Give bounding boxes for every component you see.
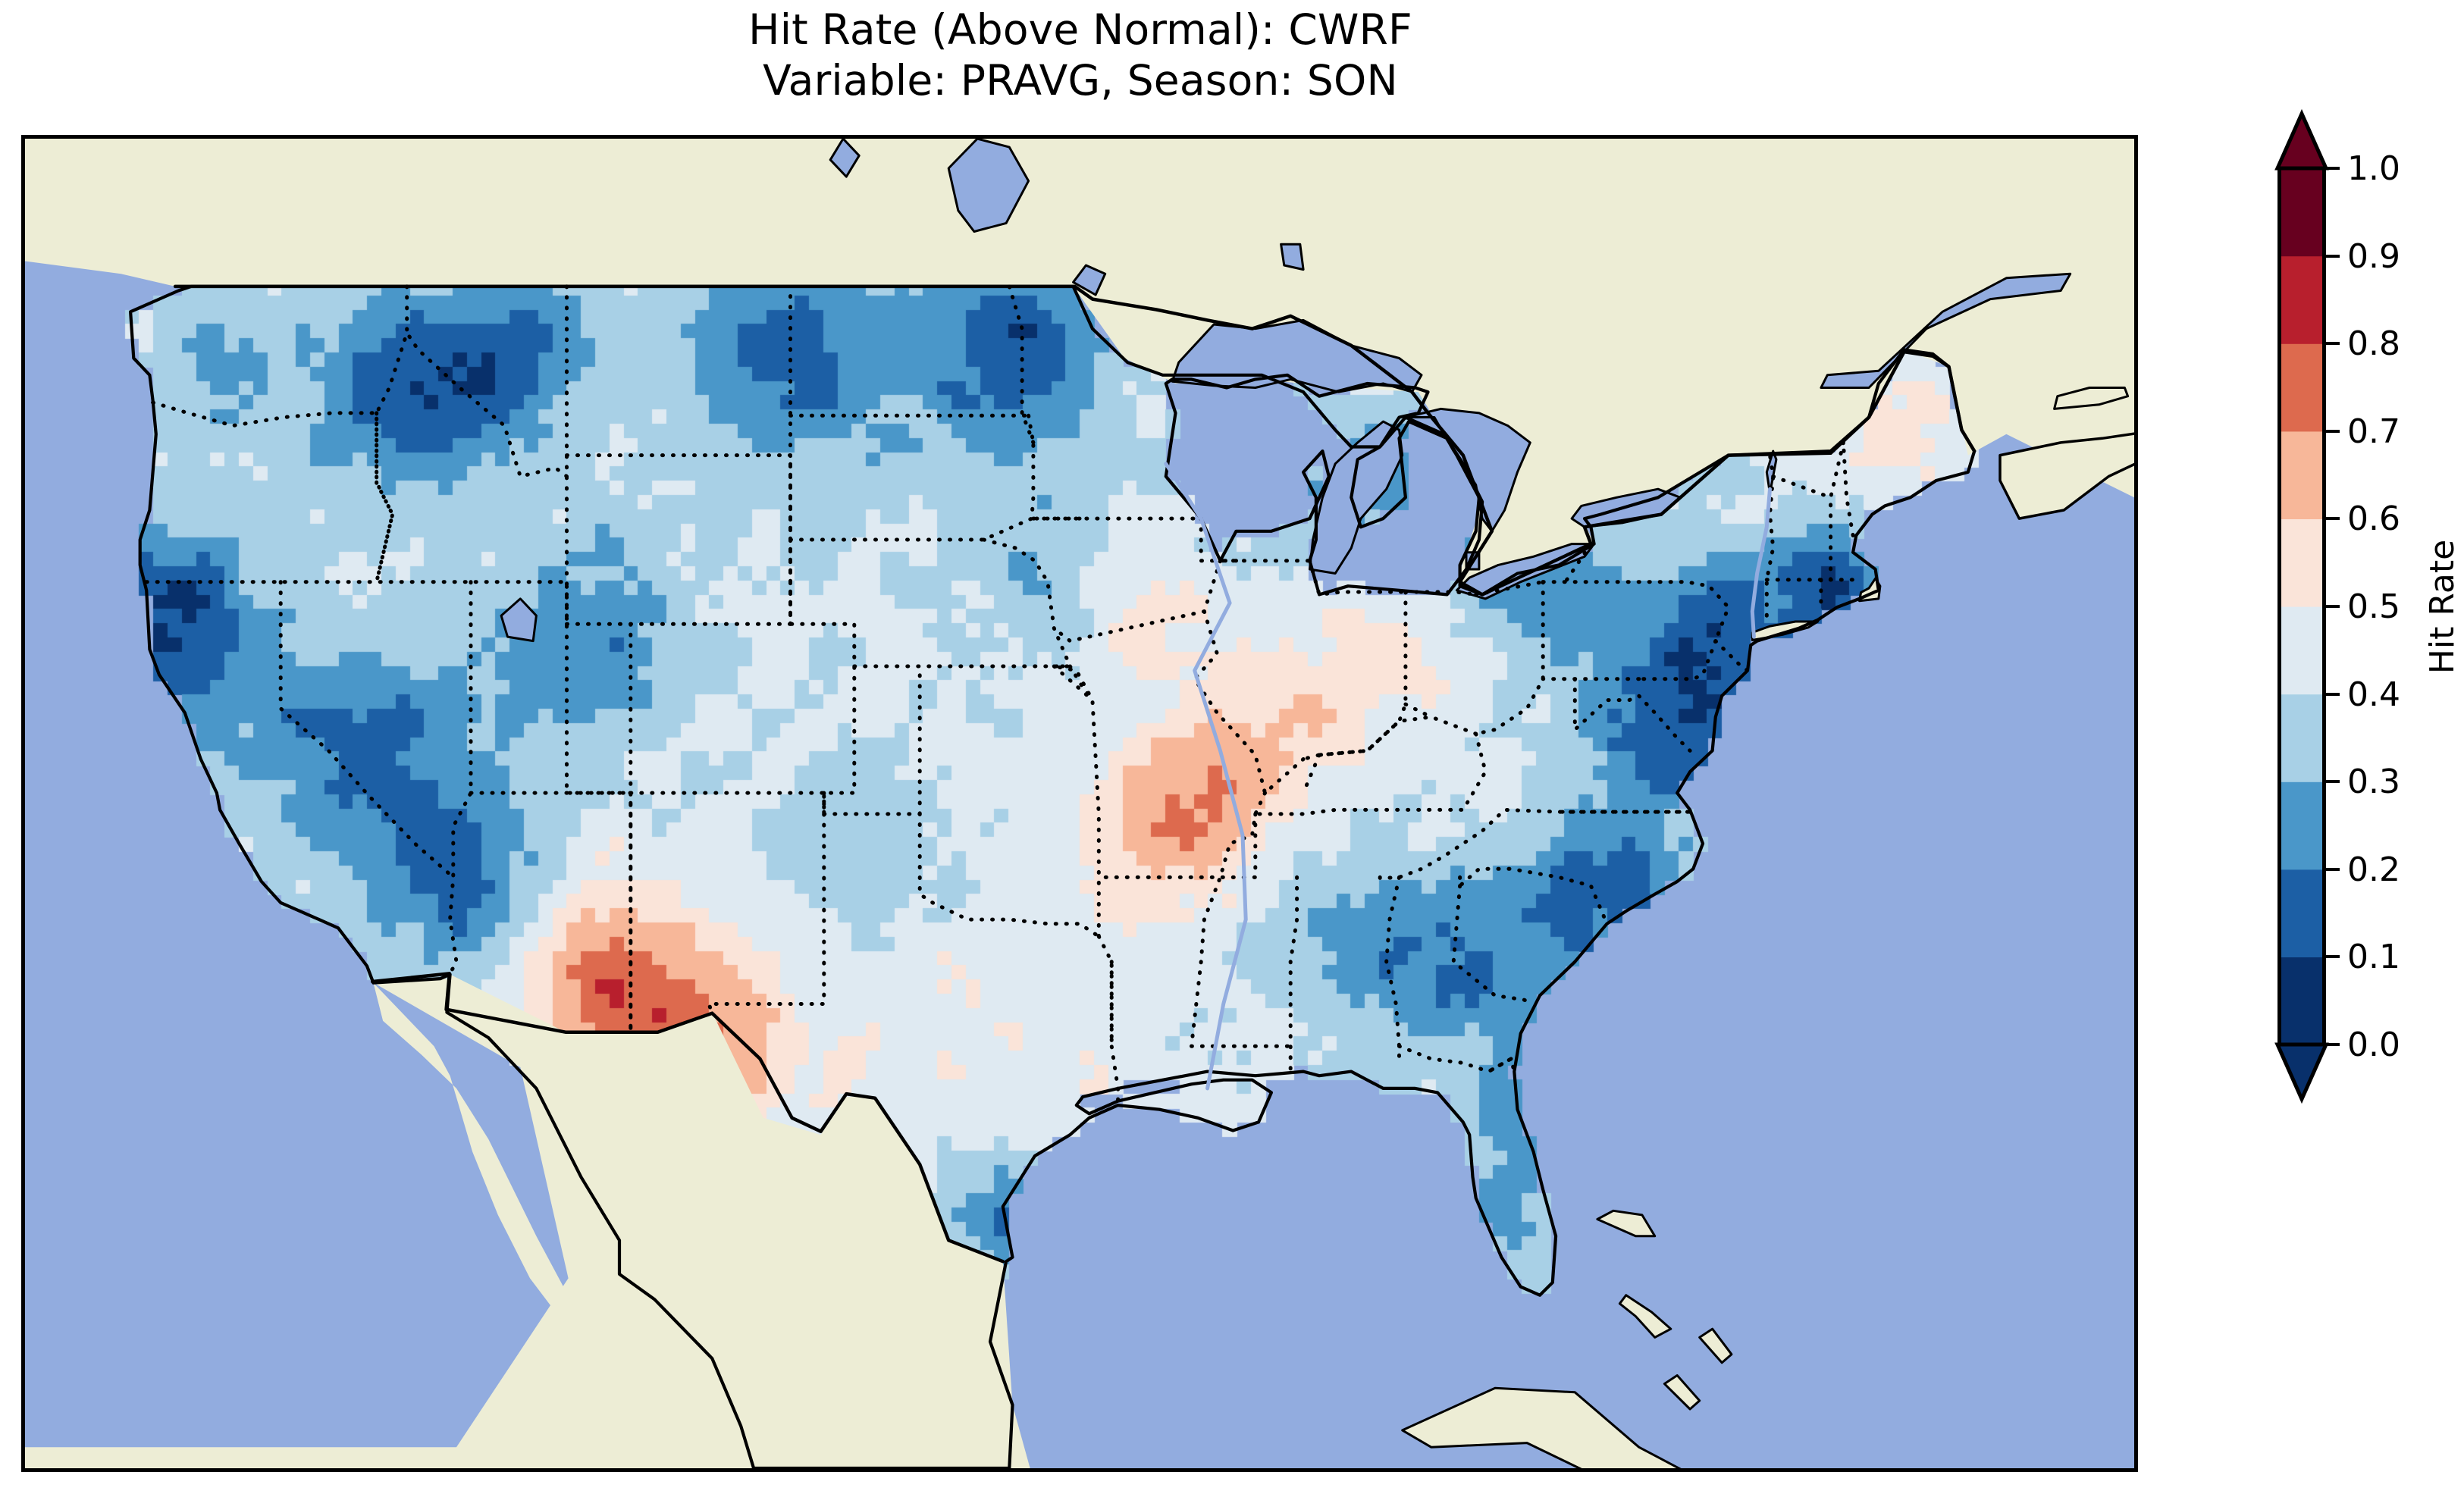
tick-label: 1.0 — [2347, 149, 2400, 188]
tick-mark — [2326, 167, 2340, 170]
tick-mark — [2326, 867, 2340, 871]
tick-mark — [2326, 342, 2340, 346]
tick-label: 0.9 — [2347, 236, 2400, 276]
tick-mark — [2326, 955, 2340, 959]
tick-label: 0.8 — [2347, 324, 2400, 364]
map-canvas-clip — [25, 139, 2134, 1468]
figure-title: Hit Rate (Above Normal): CWRF Variable: … — [0, 5, 2161, 106]
tick-label: 0.7 — [2347, 412, 2400, 451]
colorbar-ticks: 0.0 0.1 0.2 0.3 0.4 0.5 0.6 0.7 0.8 0.9 1.0 — [2326, 114, 2447, 1099]
colorbar-axis-label: Hit Rate — [2420, 114, 2464, 1099]
colorbar-swatches — [2274, 108, 2329, 1104]
tick-mark — [2326, 780, 2340, 784]
tick-label: 0.0 — [2347, 1026, 2400, 1064]
tick-label: 0.2 — [2347, 850, 2400, 889]
tick-mark — [2326, 605, 2340, 608]
tick-mark — [2326, 692, 2340, 696]
tick-mark — [2326, 254, 2340, 258]
colorbar-body — [2274, 108, 2329, 1104]
tick-label: 0.5 — [2347, 587, 2400, 626]
tick-label: 0.6 — [2347, 500, 2400, 539]
tick-label: 0.3 — [2347, 763, 2400, 802]
colorbar[interactable]: 0.0 0.1 0.2 0.3 0.4 0.5 0.6 0.7 0.8 0.9 1.0 Hit Ra… — [2271, 108, 2462, 1104]
title-line-1: Hit Rate (Above Normal): CWRF — [748, 5, 1412, 54]
hit-rate-heatmap-layer — [25, 139, 2134, 1468]
title-line-2: Variable: PRAVG, Season: SON — [763, 56, 1398, 105]
tick-label: 0.4 — [2347, 675, 2400, 714]
tick-mark — [2326, 429, 2340, 433]
tick-mark — [2326, 1043, 2340, 1046]
map-axes[interactable] — [21, 135, 2138, 1472]
tick-mark — [2326, 517, 2340, 521]
tick-label: 0.1 — [2347, 938, 2400, 977]
colorbar-label-text: Hit Rate — [2423, 539, 2462, 674]
